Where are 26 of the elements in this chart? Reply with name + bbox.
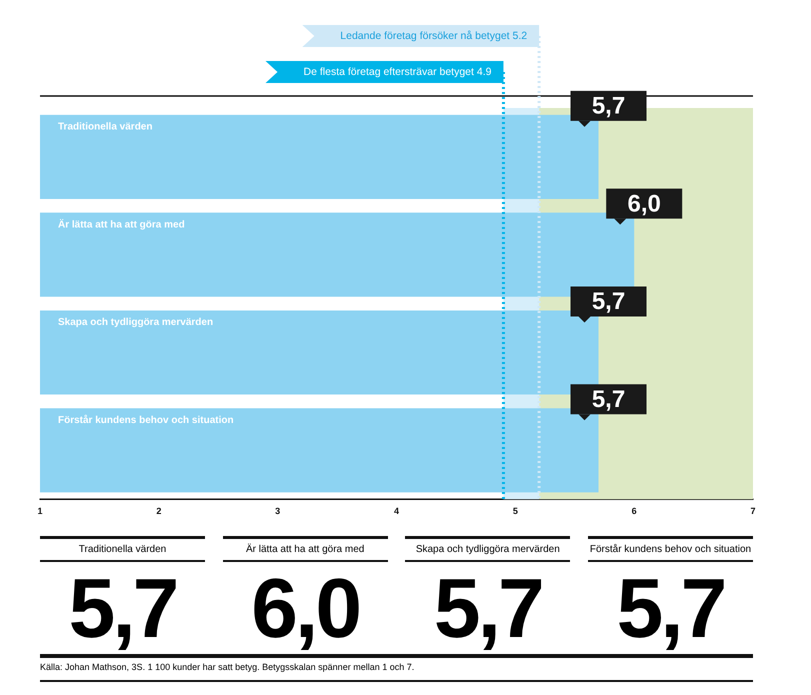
text: 5,7 — [616, 561, 724, 655]
data-label: 6,0 — [627, 190, 661, 218]
y-tick-label: Skapa och tydliggöra mervärden — [58, 317, 214, 328]
text: 6,0 — [251, 561, 360, 655]
data-label: 5,7 — [592, 288, 626, 316]
text: 5,7 — [434, 561, 542, 655]
data-label: 5,7 — [592, 92, 626, 120]
x-tick-label: 1 — [37, 506, 43, 516]
category-label: Traditionella värden — [78, 544, 166, 555]
x-tick-label: 3 — [275, 506, 280, 516]
category-label: Förstår kundens behov och situation — [590, 544, 752, 555]
text: 5,7 — [68, 561, 176, 655]
ref-line-label: De flesta företag eftersträvar betyget 4.9 — [304, 66, 492, 78]
x-tick-label: 7 — [750, 506, 756, 516]
x-tick-label: 5 — [512, 506, 518, 516]
category-label: Är lätta att ha att göra med — [246, 544, 364, 555]
x-tick-label: 4 — [394, 506, 400, 516]
y-tick-label: Traditionella värden — [58, 122, 152, 133]
y-tick-label: Förstår kundens behov och situation — [58, 414, 234, 426]
text: Källa: Johan Mathson, 3S. 1 100 kunder har satt betyg. Betygsskalan spänner mellan 1 och 7. — [40, 654, 753, 682]
y-tick-label: Är lätta att ha att göra med — [58, 218, 185, 230]
x-tick-label: 2 — [156, 506, 162, 516]
data-label: 5,7 — [592, 386, 626, 413]
x-tick-label: 6 — [632, 506, 637, 516]
category-label: Skapa och tydliggöra mervärden — [416, 544, 560, 555]
ref-line-label: Ledande företag försöker nå betyget 5.2 — [340, 30, 528, 42]
